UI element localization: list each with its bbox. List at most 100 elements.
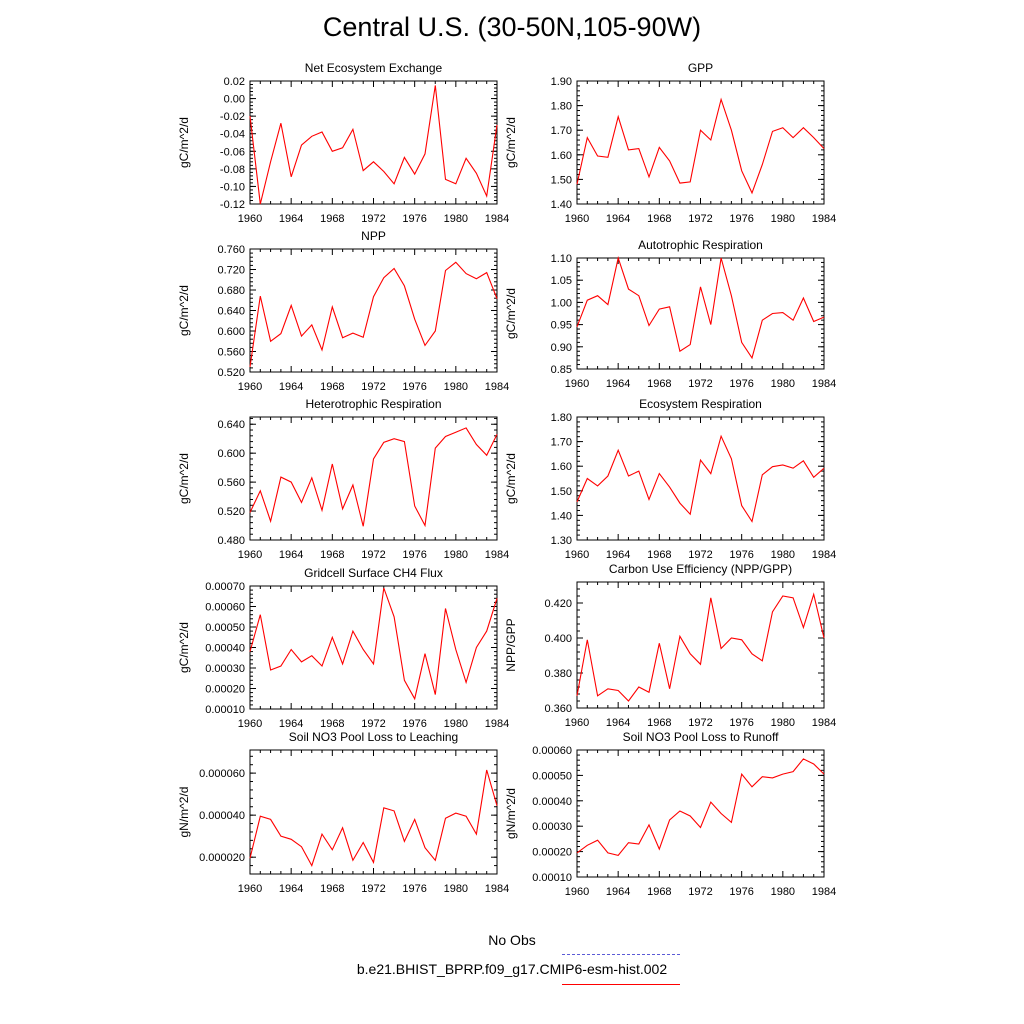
panel-8-frame: [576, 581, 825, 709]
panel-5-y-tick-label: 0.600: [217, 448, 245, 460]
panel-5-x-tick-label: 1960: [238, 549, 262, 561]
panel-4-y-tick-label: 1.00: [551, 297, 572, 309]
panel-10-x-tick-label: 1960: [565, 886, 589, 898]
panel-2-title: GPP: [688, 61, 713, 75]
panel-8-y-tick-label: 0.420: [544, 598, 572, 610]
panel-5-y-tick-label: 0.520: [217, 506, 245, 518]
panel-6-title: Ecosystem Respiration: [639, 397, 762, 411]
panel-6-x-tick-label: 1964: [606, 549, 630, 561]
panel-2-y-tick-label: 1.40: [551, 199, 572, 211]
panel-9-title: Soil NO3 Pool Loss to Leaching: [289, 730, 458, 744]
panel-6-x-tick-label: 1980: [771, 549, 795, 561]
panel-3-y-tick-label: 0.680: [217, 285, 245, 297]
panel-4-y-tick-label: 0.85: [551, 364, 572, 376]
legend-line-no-obs: [562, 954, 680, 955]
panel-3-y-tick-label: 0.720: [217, 265, 245, 277]
panel-8-title: Carbon Use Efficiency (NPP/GPP): [609, 562, 792, 576]
panel-5-y-tick-label: 0.640: [217, 419, 245, 431]
panel-8-x-tick-label: 1960: [565, 717, 589, 729]
panel-6-frame: [576, 416, 825, 541]
panel-3-y-axis-label: gC/m^2/d: [177, 285, 191, 336]
panel-9-y-axis-label: gN/m^2/d: [177, 787, 191, 838]
panel-8-x-tick-label: 1984: [812, 717, 836, 729]
panel-2-x-tick-label: 1968: [647, 213, 671, 225]
panel-3-y-tick-label: 0.600: [217, 326, 245, 338]
panel-3-x-tick-label: 1972: [361, 381, 385, 393]
panel-7-x-tick-label: 1968: [320, 718, 344, 730]
panel-9-x-tick-label: 1968: [320, 883, 344, 895]
panel-9-x-tick-label: 1964: [279, 883, 303, 895]
panel-1-y-tick-label: -0.04: [220, 129, 245, 141]
panel-10-x-tick-label: 1976: [729, 886, 753, 898]
panel-1-y-tick-label: -0.12: [220, 199, 245, 211]
panel-2-y-axis-label: gC/m^2/d: [504, 117, 518, 168]
panel-3-x-tick-label: 1984: [485, 381, 509, 393]
panel-1-y-tick-label: 0.00: [224, 94, 245, 106]
panel-6-y-tick-label: 1.80: [551, 412, 572, 424]
panel-7-y-tick-label: 0.00070: [205, 581, 245, 593]
panel-3-x-tick-label: 1968: [320, 381, 344, 393]
panel-2-series-line: [576, 97, 825, 195]
panel-9-x-tick-label: 1976: [402, 883, 426, 895]
panel-8-x-tick-label: 1976: [729, 717, 753, 729]
panel-2-x-tick-label: 1972: [688, 213, 712, 225]
panel-10-x-tick-label: 1972: [688, 886, 712, 898]
panel-3-series-line: [249, 261, 498, 367]
panel-8-x-tick-label: 1968: [647, 717, 671, 729]
panel-4-series-line: [576, 255, 825, 360]
panel-2-frame: [576, 80, 825, 205]
panel-3-y-tick-label: 0.640: [217, 306, 245, 318]
legend-label-model-run: b.e21.BHIST_BPRP.f09_g17.CMIP6-esm-hist.…: [356, 961, 668, 977]
panel-4-y-tick-label: 0.90: [551, 342, 572, 354]
panel-2-x-tick-label: 1976: [729, 213, 753, 225]
panel-1-x-tick-label: 1976: [402, 213, 426, 225]
panel-9-frame: [249, 749, 498, 875]
panel-7-y-tick-label: 0.00030: [205, 663, 245, 675]
panel-6-y-tick-label: 1.40: [551, 510, 572, 522]
panel-10-x-tick-label: 1980: [771, 886, 795, 898]
panel-7-x-tick-label: 1980: [444, 718, 468, 730]
panel-10-y-tick-label: 0.00010: [532, 872, 572, 884]
panel-9-x-tick-label: 1980: [444, 883, 468, 895]
panel-1-title: Net Ecosystem Exchange: [305, 61, 443, 75]
panel-7-x-tick-label: 1964: [279, 718, 303, 730]
panel-5-x-tick-label: 1964: [279, 549, 303, 561]
panel-5-x-tick-label: 1968: [320, 549, 344, 561]
legend-label-no-obs: No Obs: [488, 932, 536, 948]
panel-4-y-tick-label: 1.10: [551, 253, 572, 265]
panel-5-x-tick-label: 1972: [361, 549, 385, 561]
panel-4-x-tick-label: 1968: [647, 378, 671, 390]
panel-3-x-tick-label: 1960: [238, 381, 262, 393]
panel-7-frame: [249, 585, 498, 710]
panel-3-x-tick-label: 1964: [279, 381, 303, 393]
panel-8-series-line: [576, 592, 825, 702]
panel-5-y-axis-label: gC/m^2/d: [177, 453, 191, 504]
panel-4-x-tick-label: 1976: [729, 378, 753, 390]
panel-6-y-axis-label: gC/m^2/d: [504, 453, 518, 504]
panel-1-y-tick-label: -0.10: [220, 181, 245, 193]
panel-9-y-tick-label: 0.000040: [199, 810, 245, 822]
panel-9-x-tick-label: 1972: [361, 883, 385, 895]
panel-10-series-line: [576, 758, 825, 857]
panel-4-title: Autotrophic Respiration: [638, 238, 763, 252]
panel-3-y-tick-label: 0.560: [217, 347, 245, 359]
panel-10-y-tick-label: 0.00050: [532, 770, 572, 782]
panel-8-y-tick-label: 0.360: [544, 703, 572, 715]
panel-1-y-tick-label: 0.02: [224, 76, 245, 88]
panel-4-y-tick-label: 0.95: [551, 320, 572, 332]
panel-6-y-tick-label: 1.70: [551, 437, 572, 449]
panel-1-x-tick-label: 1968: [320, 213, 344, 225]
panel-9-series-line: [249, 769, 498, 867]
panel-8-y-tick-label: 0.400: [544, 633, 572, 645]
panel-2-x-tick-label: 1980: [771, 213, 795, 225]
panel-10-y-axis-label: gN/m^2/d: [504, 788, 518, 839]
panel-5-series-line: [249, 427, 498, 528]
panel-1-y-tick-label: -0.08: [220, 164, 245, 176]
panel-10-y-tick-label: 0.00030: [532, 821, 572, 833]
panel-1-x-tick-label: 1964: [279, 213, 303, 225]
panel-6-y-tick-label: 1.30: [551, 535, 572, 547]
panel-1-y-tick-label: -0.06: [220, 146, 245, 158]
panel-4-y-tick-label: 1.05: [551, 275, 572, 287]
panel-5-x-tick-label: 1980: [444, 549, 468, 561]
